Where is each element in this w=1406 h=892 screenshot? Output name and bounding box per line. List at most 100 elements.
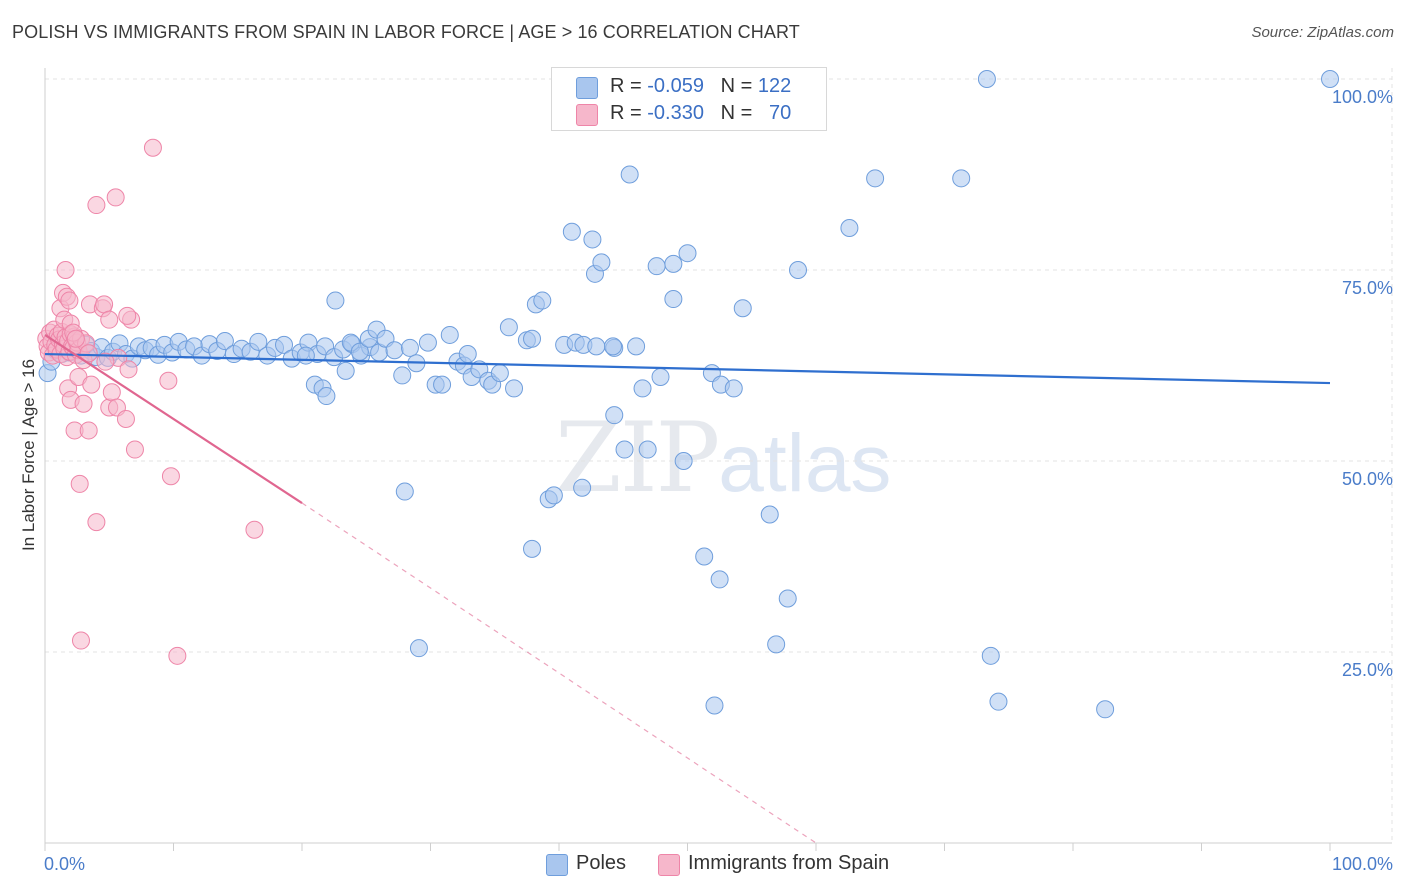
data-point: [433, 375, 452, 394]
legend-n-label: N =: [720, 102, 753, 124]
data-point: [490, 364, 509, 383]
data-point: [385, 341, 404, 360]
data-point: [56, 261, 75, 279]
y-tick-label: 100.0%: [1332, 87, 1393, 107]
data-point: [523, 539, 542, 558]
data-point: [418, 333, 437, 352]
data-point: [603, 337, 622, 356]
data-point: [615, 440, 634, 459]
data-point: [119, 360, 138, 379]
data-point: [778, 589, 797, 608]
bottom-legend-label-spain: Immigrants from Spain: [688, 852, 890, 874]
data-point: [95, 295, 114, 314]
data-point: [458, 345, 477, 364]
data-point: [544, 486, 563, 505]
legend-n-value: 122: [757, 75, 792, 97]
data-point: [1096, 700, 1115, 719]
bottom-legend: Poles Immigrants from Spain: [0, 852, 1406, 878]
series-spain-points: [37, 138, 264, 665]
trend-line: [44, 352, 1331, 385]
data-point: [100, 310, 119, 329]
data-point: [767, 635, 786, 654]
data-point: [678, 244, 697, 263]
tick-labels: 100.0% 75.0% 50.0% 25.0% 0.0% 100.0%: [44, 87, 1393, 874]
data-point: [664, 290, 683, 309]
data-point: [638, 440, 657, 459]
data-point: [710, 570, 729, 589]
data-point: [605, 406, 624, 425]
data-point: [118, 306, 137, 325]
data-point: [952, 169, 971, 188]
data-point: [161, 467, 180, 486]
data-point: [87, 196, 106, 215]
data-point: [627, 337, 646, 356]
trend-line-extension: [301, 502, 817, 844]
legend-r-value: -0.330: [647, 102, 704, 124]
legend-swatch-poles: [576, 77, 598, 99]
y-tick-label: 50.0%: [1342, 469, 1393, 489]
data-point: [70, 474, 89, 493]
data-point: [336, 361, 355, 380]
legend-r-label: R =: [610, 102, 642, 124]
legend-swatch-spain: [576, 104, 598, 126]
bottom-legend-label-poles: Poles: [576, 852, 627, 874]
data-point: [102, 383, 121, 402]
grid-lines: [45, 68, 1393, 843]
axes: [44, 68, 1392, 851]
data-point: [977, 70, 996, 88]
legend-n-value: 70: [769, 102, 792, 124]
data-point: [326, 291, 345, 310]
data-point: [125, 440, 144, 459]
data-point: [866, 169, 885, 188]
legend-text-poles: R = -0.059 N = 122: [610, 75, 791, 98]
data-point: [87, 513, 106, 532]
data-point: [633, 379, 652, 398]
legend-r-label: R =: [610, 75, 642, 97]
x-tick-label-min: 0.0%: [44, 854, 85, 874]
bottom-legend-swatch-spain: [658, 854, 680, 876]
legend-text-spain: R = -0.330 N = 70: [610, 102, 791, 125]
data-point: [760, 505, 779, 524]
data-point: [651, 367, 670, 386]
data-point: [395, 482, 414, 501]
watermark-atlas: atlas: [718, 418, 892, 509]
data-point: [66, 329, 85, 348]
legend-n-label: N =: [720, 75, 753, 97]
data-point: [275, 335, 294, 354]
data-point: [840, 218, 859, 237]
data-point: [116, 409, 135, 428]
data-point: [789, 261, 808, 279]
data-point: [71, 631, 90, 650]
data-point: [106, 188, 125, 207]
data-point: [989, 692, 1008, 711]
data-point: [505, 379, 524, 398]
data-point: [583, 230, 602, 249]
trend-line: [44, 334, 303, 504]
data-point: [620, 165, 639, 184]
data-point: [159, 371, 178, 390]
data-point: [523, 329, 542, 348]
data-point: [499, 318, 518, 337]
data-point: [587, 337, 606, 356]
chart-title: POLISH VS IMMIGRANTS FROM SPAIN IN LABOR…: [12, 22, 800, 42]
data-point: [695, 547, 714, 566]
data-point: [79, 421, 98, 440]
data-point: [1321, 70, 1339, 88]
data-point: [296, 346, 315, 365]
data-point: [533, 291, 552, 310]
data-point: [440, 325, 459, 344]
legend-box: R = -0.059 N = 122 R = -0.330 N = 70: [551, 67, 827, 131]
data-point: [249, 332, 268, 351]
data-point: [215, 332, 234, 351]
legend-r-value: -0.059: [647, 75, 704, 97]
data-point: [82, 375, 101, 394]
y-tick-label: 75.0%: [1342, 278, 1393, 298]
data-point: [592, 253, 611, 272]
data-point: [664, 254, 683, 273]
data-point: [393, 366, 412, 385]
data-point: [168, 646, 187, 665]
data-point: [245, 520, 264, 539]
data-point: [647, 257, 666, 276]
data-point: [733, 299, 752, 318]
